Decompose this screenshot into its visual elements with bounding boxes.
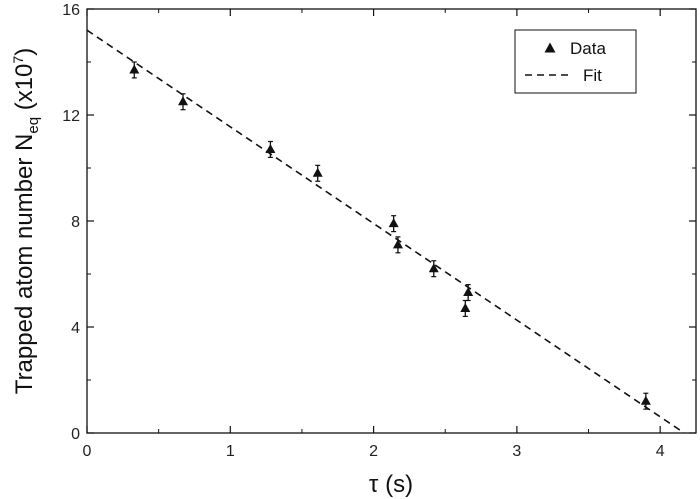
y-axis-ticks: 0 4 8 12 16 (62, 2, 696, 443)
x-axis-ticks: 0 1 2 3 4 (83, 9, 665, 460)
legend: Data Fit (514, 29, 637, 94)
triangle-marker (178, 96, 189, 106)
triangle-marker (265, 143, 276, 153)
data-point (178, 93, 189, 111)
triangle-marker (428, 263, 439, 273)
data-point (428, 260, 439, 278)
plot-area (87, 29, 686, 433)
y-axis-label-unit-open: (x10 (11, 64, 38, 117)
x-tick-label: 2 (369, 443, 378, 460)
triangle-marker (460, 302, 471, 312)
triangle-marker (312, 167, 323, 177)
triangle-marker (640, 395, 651, 405)
data-points (129, 61, 651, 410)
x-tick-label: 1 (226, 443, 235, 460)
fit-line (87, 29, 686, 433)
triangle-marker (129, 64, 140, 74)
y-axis-label-unit-exp: 7 (10, 56, 26, 64)
data-point (388, 215, 399, 233)
y-tick-label: 0 (71, 426, 80, 443)
y-axis-label-subscript: eq (25, 117, 42, 134)
data-point (312, 164, 323, 182)
legend-data-label: Data (570, 39, 606, 58)
triangle-marker (392, 239, 403, 249)
data-point (392, 236, 403, 254)
x-tick-label: 4 (656, 443, 665, 460)
triangle-marker (463, 287, 474, 297)
legend-fit-label: Fit (583, 66, 602, 85)
y-tick-label: 4 (71, 320, 80, 337)
x-axis-label: τ (s) (369, 471, 413, 498)
data-point (640, 392, 651, 410)
triangle-marker (388, 218, 399, 228)
legend-box (514, 29, 637, 94)
y-axis-label-unit-close: ) (11, 48, 38, 56)
data-point (463, 284, 474, 302)
data-point (460, 299, 471, 317)
y-tick-label: 8 (71, 214, 80, 231)
y-tick-label: 16 (62, 2, 80, 19)
x-tick-label: 3 (512, 443, 521, 460)
y-tick-label: 12 (62, 108, 80, 125)
x-tick-label: 0 (83, 443, 92, 460)
data-point (265, 140, 276, 158)
legend-data-marker (544, 42, 556, 53)
y-axis-label-main: Trapped atom number N (11, 134, 38, 395)
y-axis-label: Trapped atom number Neq (x107) (10, 48, 42, 394)
data-point (129, 61, 140, 79)
